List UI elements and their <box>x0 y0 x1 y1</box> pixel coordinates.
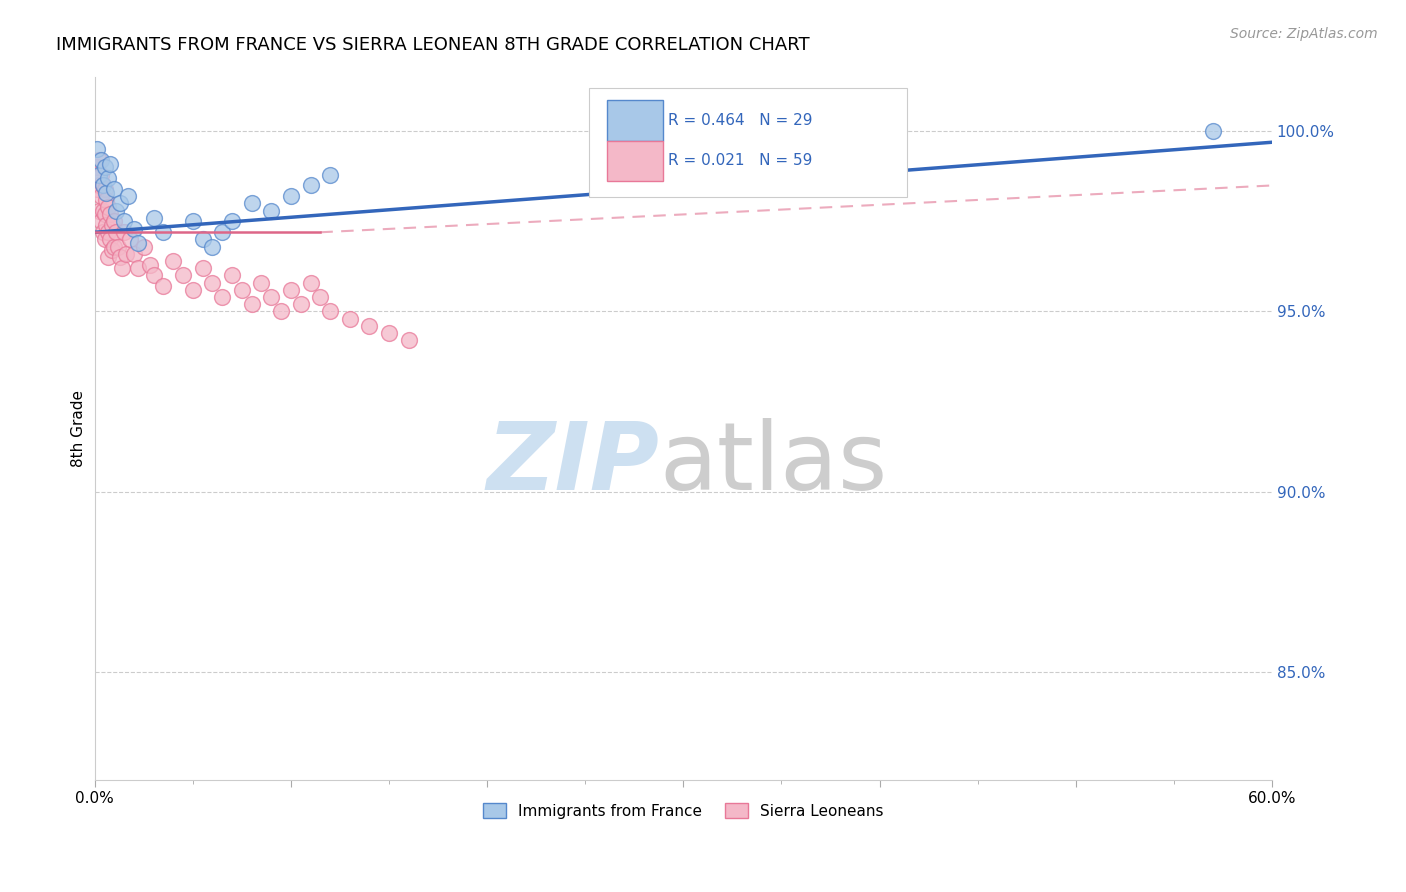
Point <box>90 214 112 228</box>
Text: R = 0.464   N = 29: R = 0.464 N = 29 <box>668 112 813 128</box>
FancyBboxPatch shape <box>607 141 664 181</box>
Point <box>86 143 108 157</box>
Point <box>100 207 122 221</box>
Point <box>359 318 381 333</box>
Point <box>117 189 139 203</box>
Point <box>111 261 134 276</box>
Point <box>240 196 263 211</box>
Text: IMMIGRANTS FROM FRANCE VS SIERRA LEONEAN 8TH GRADE CORRELATION CHART: IMMIGRANTS FROM FRANCE VS SIERRA LEONEAN… <box>56 36 810 54</box>
Point <box>103 182 125 196</box>
Point <box>112 214 135 228</box>
Point <box>100 157 122 171</box>
Point <box>101 244 124 258</box>
Point <box>96 186 118 200</box>
Point <box>93 161 115 175</box>
Point <box>240 297 263 311</box>
Point <box>122 247 145 261</box>
Text: ZIP: ZIP <box>486 417 659 509</box>
Point <box>260 290 283 304</box>
Point <box>299 178 322 193</box>
Point <box>280 283 302 297</box>
Point <box>339 311 361 326</box>
Point <box>110 196 132 211</box>
Point <box>101 218 124 232</box>
Point <box>91 178 114 193</box>
Point <box>152 225 174 239</box>
Point <box>103 214 125 228</box>
Point <box>93 182 115 196</box>
Point <box>299 276 322 290</box>
Point <box>100 232 122 246</box>
Point <box>91 225 114 239</box>
Point <box>97 171 120 186</box>
Point <box>90 189 112 203</box>
Point <box>162 254 184 268</box>
Point <box>270 304 292 318</box>
Point <box>86 161 108 175</box>
Point <box>221 268 243 283</box>
Point <box>122 221 145 235</box>
Point <box>211 225 233 239</box>
Point <box>87 203 110 218</box>
Point <box>90 168 112 182</box>
Point <box>93 207 115 221</box>
Point <box>211 290 233 304</box>
Point <box>97 200 120 214</box>
Point <box>191 232 214 246</box>
Point <box>97 251 120 265</box>
Point <box>378 326 401 340</box>
Point <box>1202 124 1225 138</box>
Point <box>280 189 302 203</box>
Point <box>105 203 128 218</box>
Point <box>181 283 204 297</box>
Point <box>181 214 204 228</box>
Text: R = 0.021   N = 59: R = 0.021 N = 59 <box>668 153 813 169</box>
Point <box>260 203 283 218</box>
Point <box>86 182 108 196</box>
Point <box>172 268 194 283</box>
Point <box>152 279 174 293</box>
Point <box>96 193 118 207</box>
Point <box>105 225 128 239</box>
Point <box>87 153 110 168</box>
Legend: Immigrants from France, Sierra Leoneans: Immigrants from France, Sierra Leoneans <box>477 797 890 824</box>
Point <box>112 225 135 239</box>
Point <box>90 153 112 168</box>
FancyBboxPatch shape <box>589 88 907 197</box>
Point <box>93 232 115 246</box>
Point <box>103 240 125 254</box>
Point <box>142 211 165 225</box>
Point <box>107 240 129 254</box>
Point <box>830 150 852 164</box>
Point <box>398 334 420 348</box>
Text: atlas: atlas <box>659 417 889 509</box>
Point <box>138 258 160 272</box>
Point <box>221 214 243 228</box>
Point <box>319 168 342 182</box>
Point <box>110 251 132 265</box>
Point <box>290 297 312 311</box>
Point <box>96 218 118 232</box>
Point <box>201 240 224 254</box>
Point <box>127 236 149 251</box>
Y-axis label: 8th Grade: 8th Grade <box>72 390 86 467</box>
Point <box>250 276 273 290</box>
Point <box>142 268 165 283</box>
Point <box>97 225 120 239</box>
Point <box>201 276 224 290</box>
Point <box>127 261 149 276</box>
Point <box>309 290 332 304</box>
Point <box>118 232 141 246</box>
Point <box>91 203 114 218</box>
Point <box>87 168 110 182</box>
Point <box>115 247 138 261</box>
Point <box>319 304 342 318</box>
Point <box>91 178 114 193</box>
FancyBboxPatch shape <box>607 100 664 141</box>
Point <box>87 178 110 193</box>
Point <box>231 283 253 297</box>
Point <box>132 240 155 254</box>
Text: Source: ZipAtlas.com: Source: ZipAtlas.com <box>1230 27 1378 41</box>
Point <box>191 261 214 276</box>
